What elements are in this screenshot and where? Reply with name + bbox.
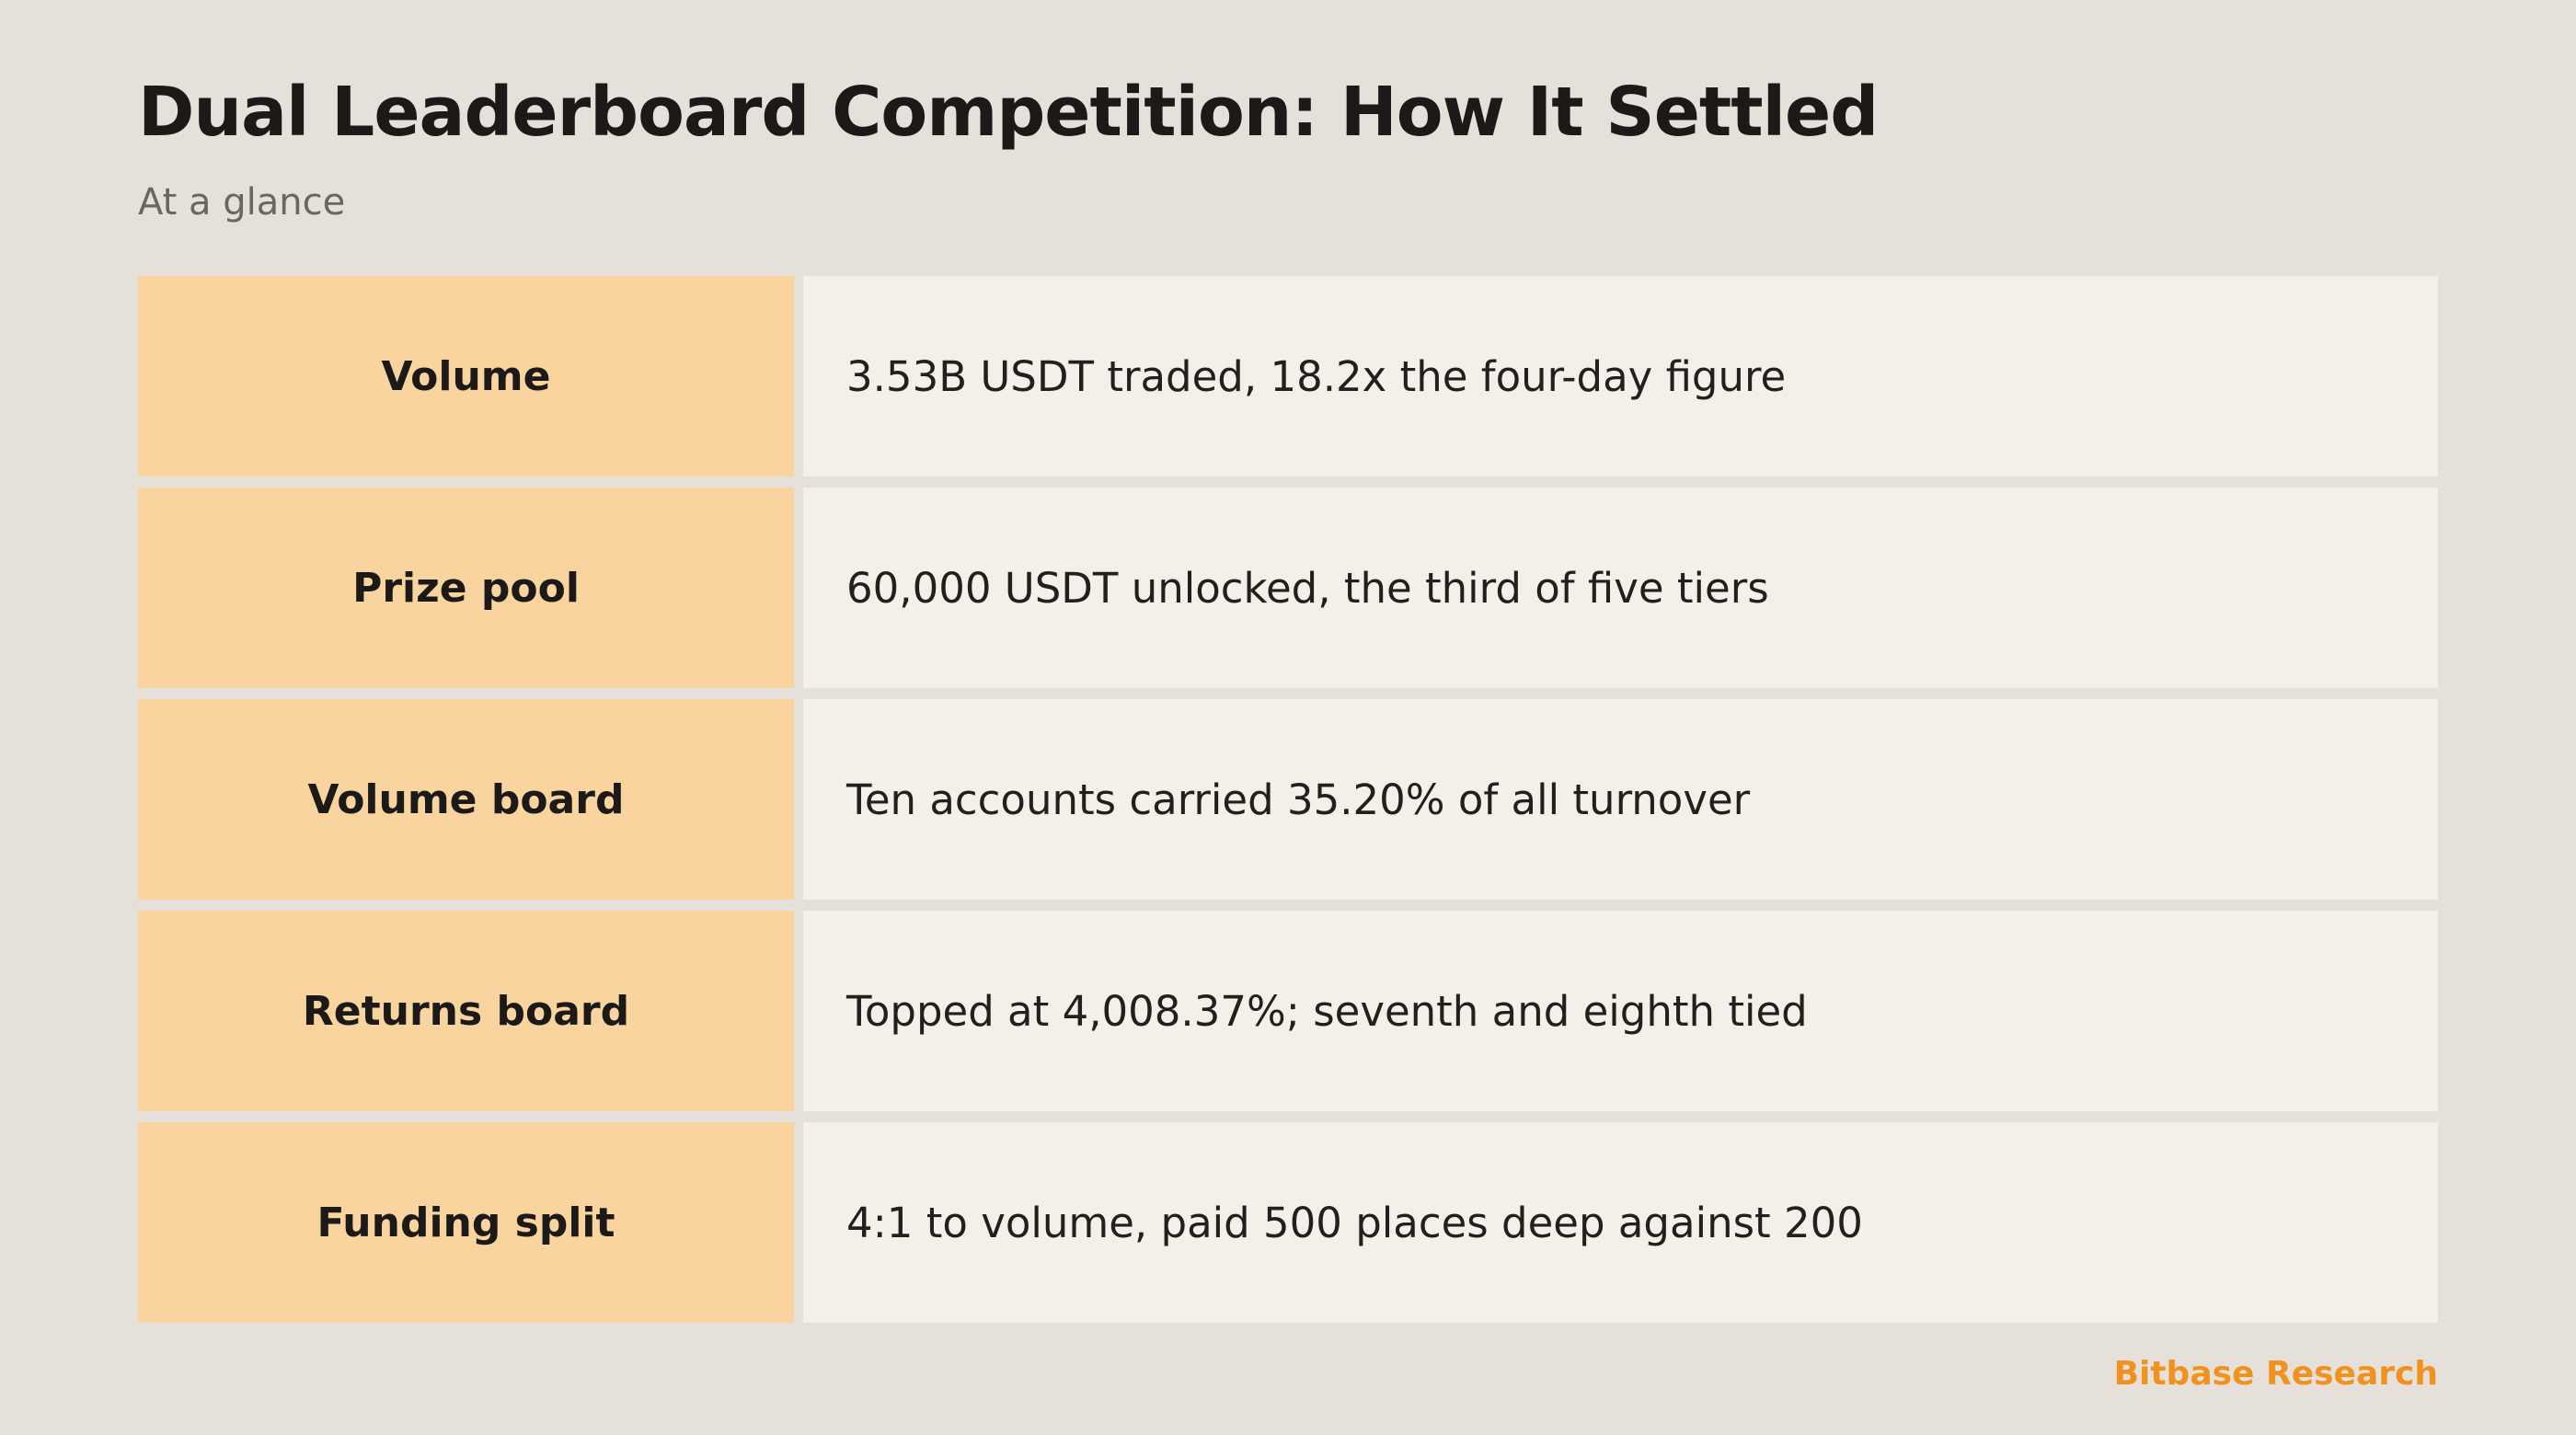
table-row: Volume 3.53B USDT traded, 18.2x the four… xyxy=(138,276,2438,476)
table-row: Returns board Topped at 4,008.37%; seven… xyxy=(138,911,2438,1111)
row-value: 3.53B USDT traded, 18.2x the four-day fi… xyxy=(803,276,2438,476)
row-label: Funding split xyxy=(138,1122,794,1323)
table-row: Volume board Ten accounts carried 35.20%… xyxy=(138,699,2438,900)
summary-table: Volume 3.53B USDT traded, 18.2x the four… xyxy=(138,276,2438,1323)
row-value: Ten accounts carried 35.20% of all turno… xyxy=(803,699,2438,900)
row-value: 60,000 USDT unlocked, the third of five … xyxy=(803,488,2438,688)
row-value: Topped at 4,008.37%; seventh and eighth … xyxy=(803,911,2438,1111)
row-value: 4:1 to volume, paid 500 places deep agai… xyxy=(803,1122,2438,1323)
page-title: Dual Leaderboard Competition: How It Set… xyxy=(138,73,1879,152)
page: Dual Leaderboard Competition: How It Set… xyxy=(138,0,2438,1435)
table-row: Funding split 4:1 to volume, paid 500 pl… xyxy=(138,1122,2438,1323)
row-label: Returns board xyxy=(138,911,794,1111)
page-subtitle: At a glance xyxy=(138,181,346,224)
row-label: Volume xyxy=(138,276,794,476)
brand-footer: Bitbase Research xyxy=(2113,1355,2438,1393)
row-label: Prize pool xyxy=(138,488,794,688)
table-row: Prize pool 60,000 USDT unlocked, the thi… xyxy=(138,488,2438,688)
row-label: Volume board xyxy=(138,699,794,900)
